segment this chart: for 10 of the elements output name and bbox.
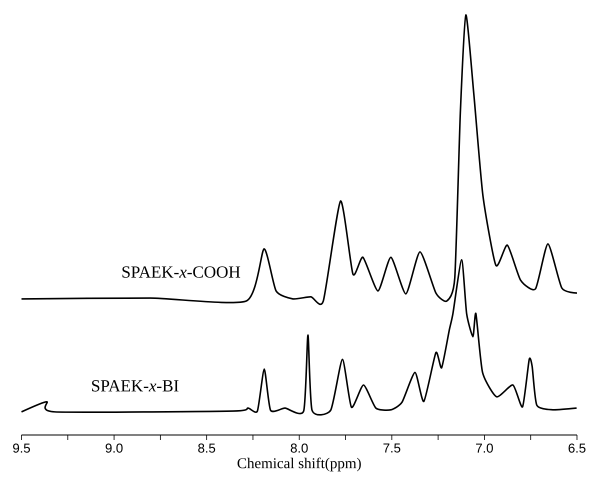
x-tick-label: 6.5 xyxy=(568,444,586,453)
x-tick-label: 8.0 xyxy=(290,444,308,453)
series-label: SPAEK-x-COOH xyxy=(122,266,240,278)
x-tick-label: 9.5 xyxy=(13,444,30,453)
x-tick-label: 8.5 xyxy=(198,444,216,453)
x-tick-label: 9.0 xyxy=(106,444,123,453)
x-tick-label: 7.5 xyxy=(383,444,400,453)
x-tick-label: 7.0 xyxy=(476,444,493,453)
x-axis-title: Chemical shift(ppm) xyxy=(238,458,361,472)
series-label: SPAEK-x-BI xyxy=(92,380,178,392)
